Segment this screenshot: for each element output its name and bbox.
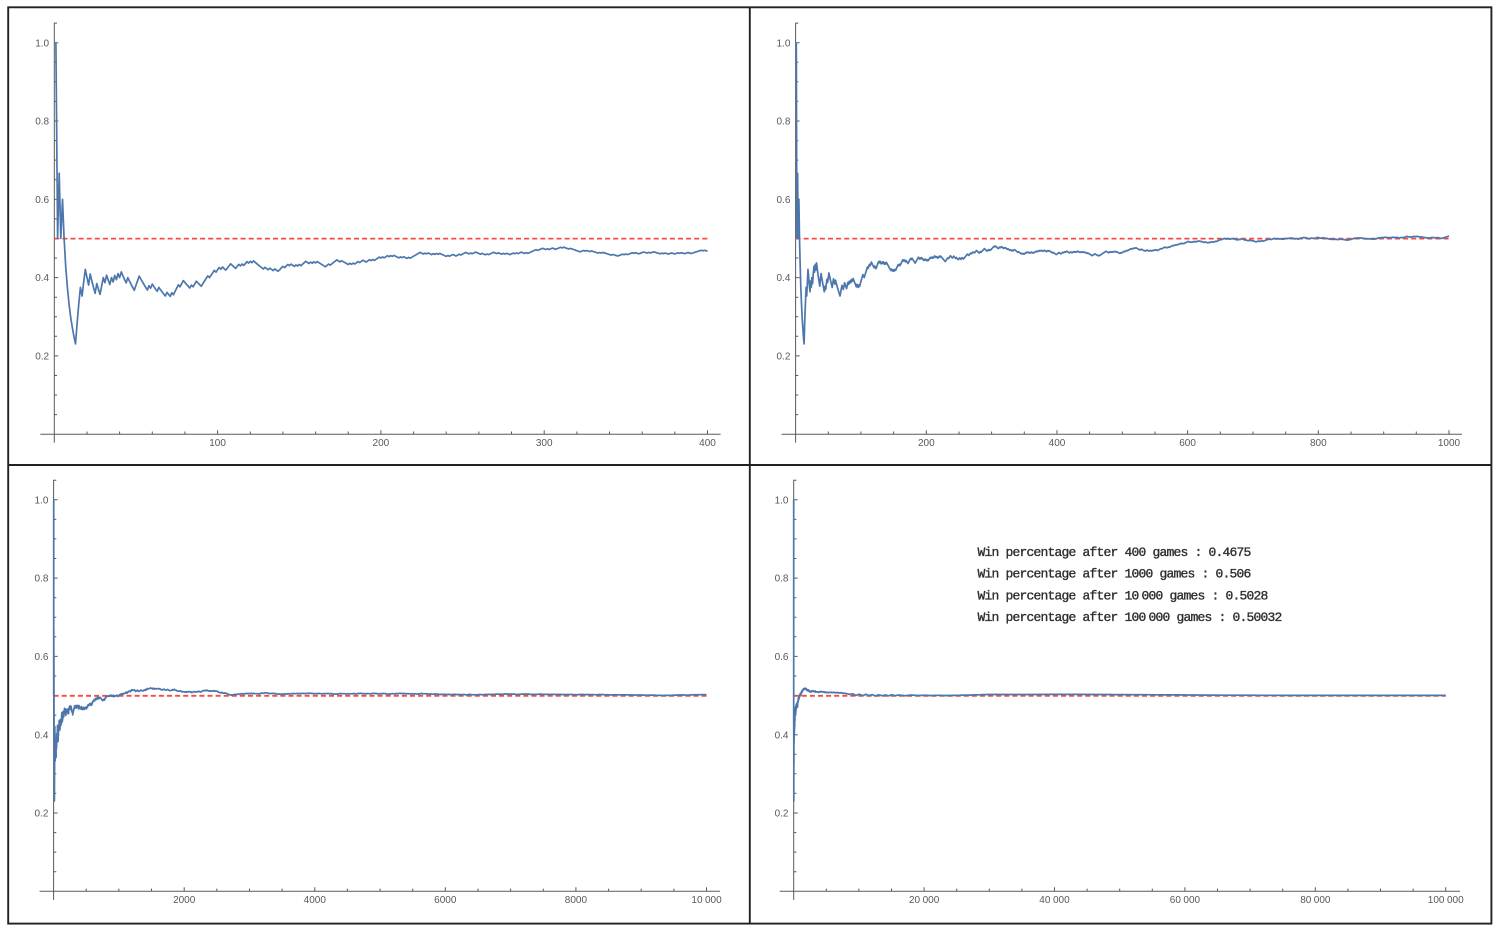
svg-text:0.6: 0.6 — [775, 652, 789, 663]
svg-text:0.6: 0.6 — [776, 195, 790, 206]
svg-text:0.8: 0.8 — [775, 574, 789, 585]
svg-text:6000: 6000 — [434, 895, 457, 906]
svg-text:2000: 2000 — [173, 895, 196, 906]
svg-text:0.2: 0.2 — [776, 352, 790, 363]
svg-text:1.0: 1.0 — [35, 38, 49, 49]
svg-text:200: 200 — [918, 438, 935, 449]
svg-text:0.6: 0.6 — [34, 652, 48, 663]
svg-text:1000: 1000 — [1438, 438, 1461, 449]
svg-text:0.8: 0.8 — [776, 117, 790, 128]
svg-text:400: 400 — [699, 438, 716, 449]
svg-text:Win percentage after 400 games: Win percentage after 400 games : 0.4675 — [978, 545, 1251, 560]
svg-text:0.2: 0.2 — [34, 809, 48, 820]
svg-text:300: 300 — [536, 438, 553, 449]
svg-text:0.8: 0.8 — [34, 574, 48, 585]
svg-text:0.2: 0.2 — [35, 352, 49, 363]
svg-text:1.0: 1.0 — [775, 495, 789, 506]
svg-text:Win percentage after 1000 game: Win percentage after 1000 games : 0.506 — [978, 567, 1251, 582]
svg-text:1.0: 1.0 — [34, 495, 48, 506]
svg-text:0.4: 0.4 — [776, 273, 790, 284]
svg-text:0.4: 0.4 — [34, 730, 48, 741]
svg-text:0.2: 0.2 — [775, 809, 789, 820]
svg-text:0.8: 0.8 — [35, 117, 49, 128]
svg-text:600: 600 — [1179, 438, 1196, 449]
svg-text:100: 100 — [209, 438, 226, 449]
svg-text:200: 200 — [373, 438, 390, 449]
svg-text:4000: 4000 — [304, 895, 327, 906]
svg-text:400: 400 — [1049, 438, 1066, 449]
svg-text:0.4: 0.4 — [35, 273, 49, 284]
svg-text:0.4: 0.4 — [775, 730, 789, 741]
svg-text:1.0: 1.0 — [776, 38, 790, 49]
svg-text:8000: 8000 — [565, 895, 588, 906]
svg-text:800: 800 — [1310, 438, 1327, 449]
svg-text:0.6: 0.6 — [35, 195, 49, 206]
